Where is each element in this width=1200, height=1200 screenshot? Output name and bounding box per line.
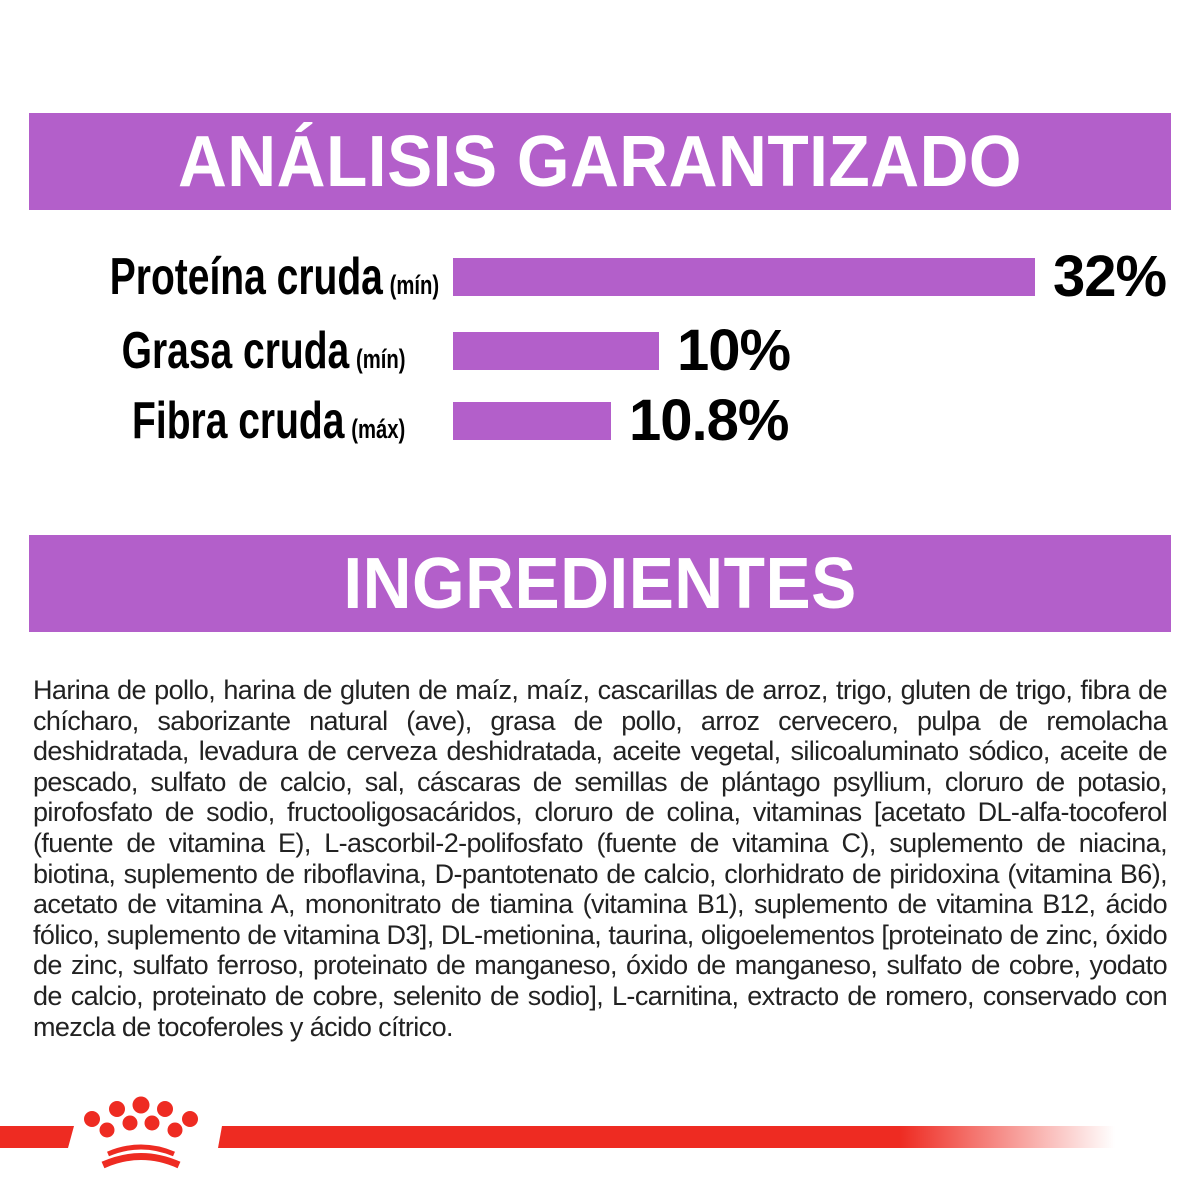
nutrient-row-protein: Proteína cruda (mín) 32%	[0, 248, 1200, 306]
footer-rule-left	[0, 1126, 74, 1148]
nutrient-qualifier: (mín)	[389, 270, 440, 300]
nutrient-name: Grasa cruda	[121, 322, 349, 380]
nutrient-value: 32%	[1053, 244, 1167, 309]
nutrient-name: Fibra cruda	[131, 392, 345, 450]
nutrient-bar	[453, 332, 659, 370]
nutrient-value: 10.8%	[629, 388, 789, 453]
nutrient-label: Fibra cruda (máx)	[0, 395, 405, 447]
crown-dots-outer-arc	[84, 1096, 198, 1127]
nutrient-qualifier: (mín)	[355, 344, 405, 374]
nutrient-label: Grasa cruda (mín)	[0, 325, 405, 377]
analysis-banner: ANÁLISIS GARANTIZADO	[29, 113, 1171, 210]
crown-dots-inner-arc	[99, 1115, 183, 1138]
footer-rule-right	[218, 1126, 1115, 1148]
royal-canin-crown-icon	[84, 1096, 198, 1169]
nutrient-qualifier: (máx)	[350, 414, 405, 444]
nutrient-row-fat: Grasa cruda (mín) 10%	[0, 322, 1200, 380]
nutrient-row-fiber: Fibra cruda (máx) 10.8%	[0, 392, 1200, 450]
analysis-title: ANÁLISIS GARANTIZADO	[177, 121, 1023, 202]
ingredients-banner: INGREDIENTES	[29, 535, 1171, 632]
nutrient-value: 10%	[677, 318, 791, 383]
crown-swoosh	[101, 1144, 181, 1169]
nutrient-bar	[453, 402, 611, 440]
ingredients-text: Harina de pollo, harina de gluten de maí…	[33, 675, 1168, 1042]
nutrient-bar	[453, 258, 1035, 296]
nutrient-label: Proteína cruda (mín)	[0, 248, 439, 306]
nutrient-name: Proteína cruda	[109, 248, 383, 306]
ingredients-title: INGREDIENTES	[343, 543, 857, 624]
